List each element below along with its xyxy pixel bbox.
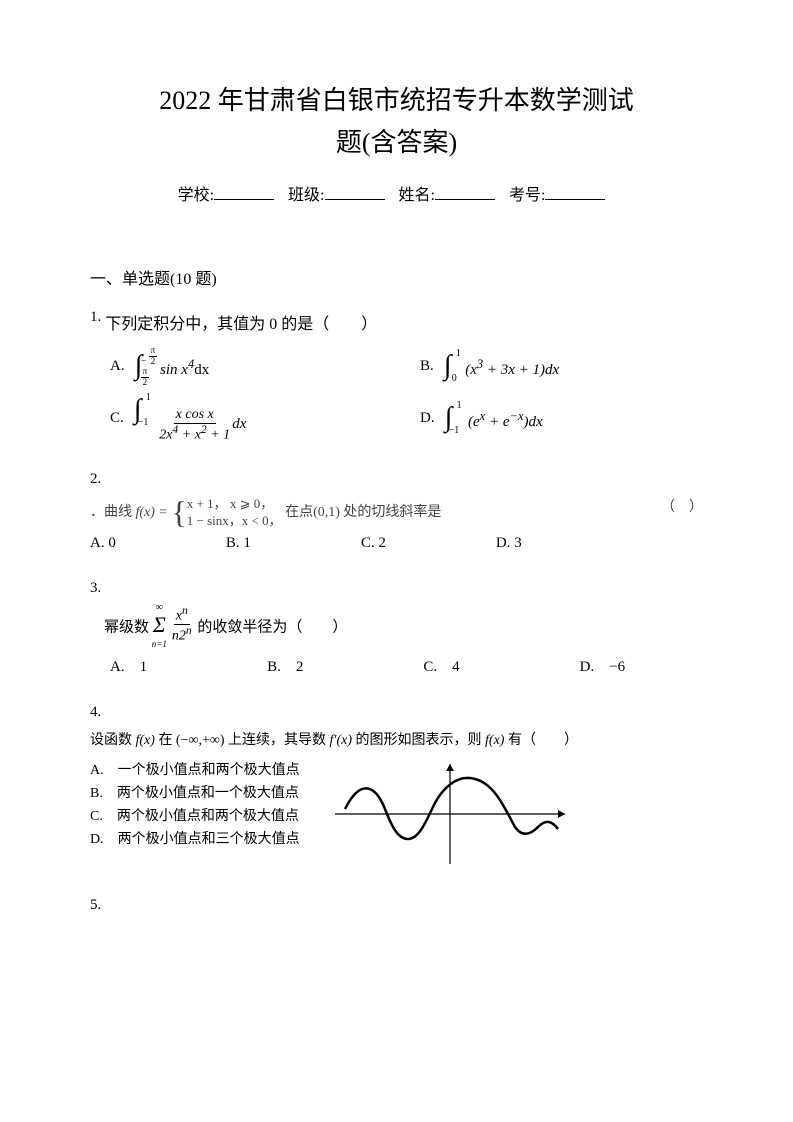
y-axis-arrow [446,764,454,771]
q2-option-d[interactable]: D. 3 [496,535,522,552]
q4-options: A. 一个极小值点和两个极大值点 B. 两个极小值点和一个极大值点 C. 两个极… [90,759,300,851]
q4-number: 4. [90,704,703,721]
q1-option-a[interactable]: A. ∫π2−π2 sin x4dx [110,350,420,382]
q2-option-a[interactable]: A. 0 [90,535,116,552]
question-5: 5. [90,897,703,914]
q1-opt-d-label: D. [420,410,435,427]
q2-number: 2. [90,471,703,488]
q4-option-c[interactable]: C. 两个极小值点和两个极大值点 [90,805,300,825]
graph-svg [330,759,570,869]
q3-option-b[interactable]: B. 2 [267,655,303,676]
q3-number: 3. [90,580,703,597]
q1-opt-b-math: ∫10 (x3 + 3x + 1)dx [444,350,559,382]
q1-option-b[interactable]: B. ∫10 (x3 + 3x + 1)dx [420,350,559,382]
name-blank[interactable] [435,199,495,200]
q3-prefix: 幂级数 [104,620,153,636]
q4-option-a[interactable]: A. 一个极小值点和两个极大值点 [90,759,300,779]
name-label: 姓名: [399,187,435,204]
q5-number: 5. [90,897,703,914]
q3-sum: Σ∞n=1 xn n2n [153,605,194,644]
q2-content: ．曲线 f(x) = { x + 1， x ⩾ 0， 1 − sinx，x < … [90,496,703,530]
q4-option-d[interactable]: D. 两个极小值点和三个极大值点 [90,828,300,848]
student-info-line: 学校: 班级: 姓名: 考号: [90,181,703,205]
id-label: 考号: [509,187,545,204]
school-label: 学校: [178,187,214,204]
q2-option-c[interactable]: C. 2 [361,535,386,552]
q1-number: 1. [90,309,101,326]
q1-opt-b-label: B. [420,358,434,375]
class-blank[interactable] [325,199,385,200]
question-2: 2. ．曲线 f(x) = { x + 1， x ⩾ 0， 1 − sinx，x… [90,471,703,553]
q1-opt-a-label: A. [110,358,125,375]
title-line-2: 题(含答案) [336,128,457,157]
q3-options: A. 1 B. 2 C. 4 D. −6 [90,655,703,676]
q1-opt-a-math: ∫π2−π2 sin x4dx [135,350,210,382]
title-line-1: 2022 年甘肃省白银市统招专升本数学测试 [159,86,634,115]
q3-option-c[interactable]: C. 4 [423,655,459,676]
q1-opt-c-math: ∫1−1 x cos x 2x4 + x2 + 1 dx [134,394,247,442]
q3-suffix: 的收敛半径为（ ） [197,620,347,636]
school-blank[interactable] [214,199,274,200]
q1-opt-c-label: C. [110,410,124,427]
curve-path [345,777,558,838]
q1-option-d[interactable]: D. ∫1−1 (ex + e−x)dx [420,402,543,434]
q1-text: 下列定积分中，其值为 0 的是（ ） [105,310,377,334]
class-label: 班级: [288,187,324,204]
q1-option-c[interactable]: C. ∫1−1 x cos x 2x4 + x2 + 1 dx [110,394,420,442]
q2-option-b[interactable]: B. 1 [226,535,251,552]
section-1-header: 一、单选题(10 题) [90,265,703,289]
question-4: 4. 设函数 f(x) 在 (−∞,+∞) 上连续，其导数 f′(x) 的图形如… [90,704,703,869]
q2-options: A. 0 B. 1 C. 2 D. 3 [90,535,703,552]
q3-option-a[interactable]: A. 1 [110,655,147,676]
q4-text: 设函数 f(x) 在 (−∞,+∞) 上连续，其导数 f′(x) 的图形如图表示… [90,729,703,749]
q1-opt-d-math: ∫1−1 (ex + e−x)dx [445,402,543,434]
derivative-graph [330,759,570,869]
q3-option-d[interactable]: D. −6 [580,655,626,676]
question-1: 1. 下列定积分中，其值为 0 的是（ ） A. ∫π2−π2 sin x4dx… [90,309,703,442]
q4-option-b[interactable]: B. 两个极小值点和一个极大值点 [90,782,300,802]
x-axis-arrow [558,810,565,818]
id-blank[interactable] [545,199,605,200]
question-3: 3. 幂级数 Σ∞n=1 xn n2n 的收敛半径为（ ） A. 1 B. 2 … [90,580,703,675]
